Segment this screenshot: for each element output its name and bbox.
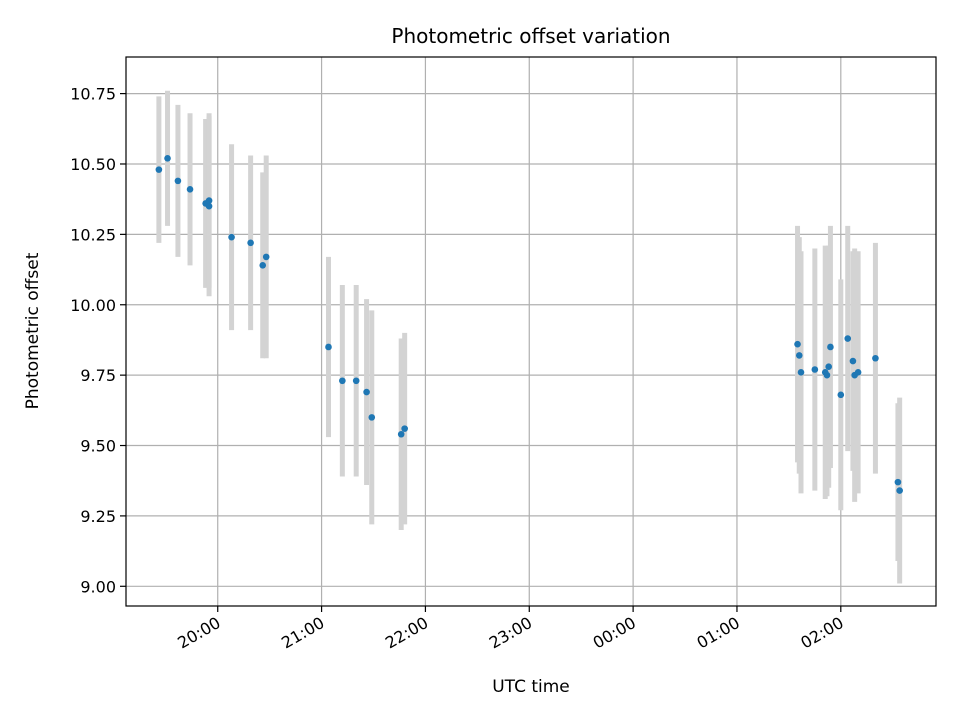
data-points [155,155,903,494]
data-point [849,357,857,365]
data-point [811,366,819,373]
data-point [837,391,845,399]
y-tick-label: 10.25 [70,225,116,244]
data-point [186,186,194,193]
data-point [339,377,346,385]
y-tick-label: 9.00 [80,577,116,596]
data-point [401,425,408,432]
data-point [397,430,405,438]
data-point [827,343,834,351]
y-tick-label: 10.75 [70,85,116,104]
y-axis: 9.00 9.25 9.50 9.75 10.00 10.25 10.50 10.75 [70,85,126,596]
y-tick-label: 9.25 [80,507,116,526]
y-tick-label: 10.50 [70,155,116,174]
data-point [363,388,370,396]
data-point [155,166,163,173]
x-axis-label: UTC time [492,677,570,697]
data-point [205,197,213,204]
data-point [352,377,360,385]
data-point [259,262,267,269]
data-point [247,239,254,247]
data-point [205,202,213,210]
data-point [228,233,235,241]
data-point [262,253,270,261]
data-point [854,369,862,376]
y-axis-label: Photometric offset [23,252,43,409]
y-tick-label: 9.50 [80,437,116,456]
plot-frame [125,56,937,607]
data-point [325,343,332,351]
y-tick-label: 9.75 [80,366,116,385]
data-point [164,155,171,162]
data-point [894,478,902,486]
data-point [795,352,803,359]
data-point [844,335,852,342]
data-point [174,177,182,185]
data-point [872,354,879,362]
data-point [794,340,801,348]
y-tick-label: 10.00 [70,296,116,315]
data-point [825,363,832,370]
data-point [797,369,805,376]
data-point [896,487,903,494]
data-point [368,414,376,421]
chart-title: Photometric offset variation [391,24,670,48]
data-point [823,371,831,379]
